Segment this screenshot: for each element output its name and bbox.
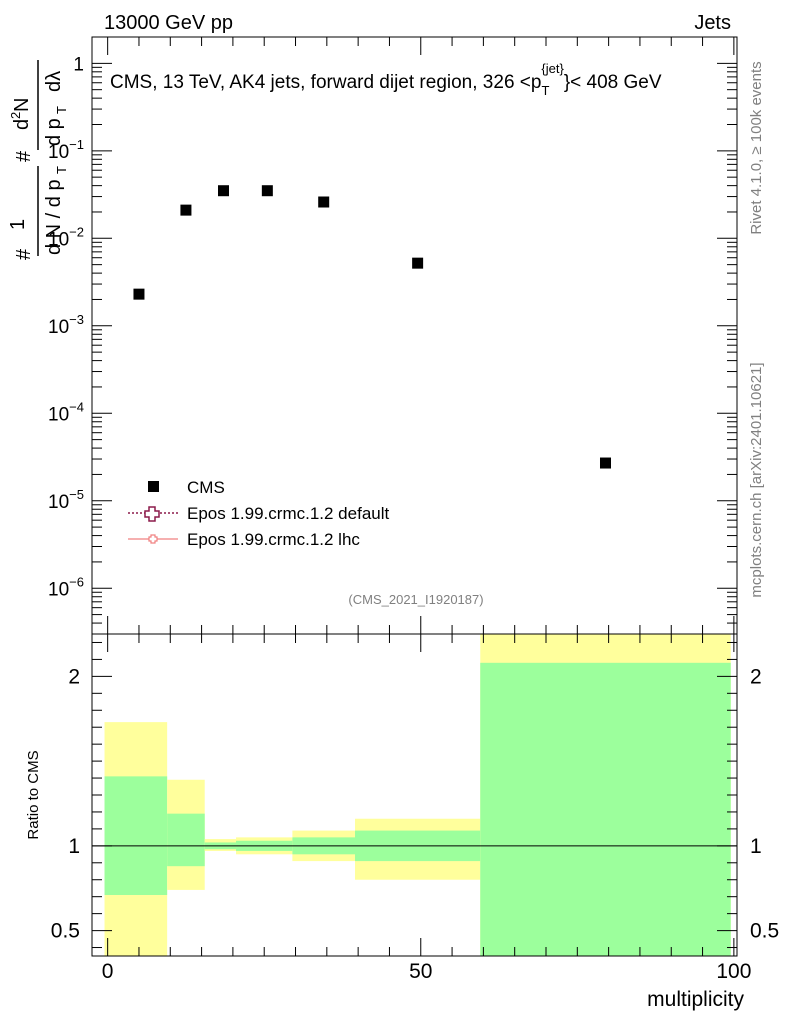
- main-y-tick-label: 10−5: [48, 487, 84, 513]
- legend-marker-epos-lhc: [148, 534, 158, 544]
- main-x-ticks: [107, 37, 735, 634]
- ratio-panel: 0.5 0.5 1 1 2 2 0 50 100 Ratio to CMS multiplic…: [25, 633, 779, 1011]
- ratio-x-ticks: 0 50 100: [102, 634, 751, 983]
- svg-text:N: N: [11, 98, 33, 112]
- x-tick-label: 50: [409, 960, 432, 983]
- svg-text:#: #: [13, 150, 35, 162]
- rivet-version-label: Rivet 4.1.0, ≥ 100k events: [748, 61, 765, 234]
- category-label: Jets: [694, 12, 731, 34]
- ratio-y-tick-label-right: 1: [750, 835, 762, 858]
- svg-text:dλ: dλ: [43, 71, 65, 92]
- cms-point: [318, 196, 330, 208]
- svg-text:1: 1: [7, 219, 29, 230]
- ratio-y-ticks: 0.5 0.5 1 1 2 2: [51, 641, 779, 949]
- legend-marker-epos-default: [144, 506, 160, 522]
- beam-label: 13000 GeV pp: [104, 12, 233, 34]
- legend: CMS Epos 1.99.crmc.1.2 default Epos 1.99…: [128, 478, 390, 549]
- ratio-y-tick-label-right: 0.5: [750, 920, 779, 943]
- ratio-y-tick-label: 0.5: [51, 920, 80, 943]
- cms-data-points: [133, 185, 611, 469]
- ratio-y-tick-label-right: 2: [750, 665, 762, 688]
- mcplots-label: mcplots.cern.ch [arXiv:2401.10621]: [748, 362, 765, 597]
- svg-text:2: 2: [8, 112, 23, 119]
- ratio-stat-band: [167, 813, 205, 867]
- x-tick-label: 100: [716, 960, 751, 983]
- svg-text:T: T: [54, 166, 69, 174]
- legend-marker-cms: [148, 481, 159, 492]
- cms-point: [412, 257, 424, 269]
- cms-point: [261, 185, 273, 197]
- cms-point: [133, 288, 145, 300]
- main-y-axis-label: # 1 d N / d p T # d 2 N d p T dλ: [7, 60, 69, 260]
- cms-point: [599, 457, 611, 469]
- main-title: CMS, 13 TeV, AK4 jets, forward dijet reg…: [110, 61, 662, 98]
- main-y-tick-label: 10−1: [48, 137, 84, 163]
- cms-point: [180, 204, 192, 216]
- ratio-y-tick-label: 1: [68, 835, 80, 858]
- ratio-bands: [104, 634, 731, 956]
- main-panel: 10−6 10−5 10−4 10−3 10−2 10−1 1 CMS, 13 TeV, A…: [48, 36, 738, 635]
- ratio-y-label: Ratio to CMS: [25, 750, 42, 839]
- svg-text:d p: d p: [43, 118, 65, 146]
- main-y-tick-label: 10−2: [48, 224, 84, 250]
- legend-label-epos-default: Epos 1.99.crmc.1.2 default: [187, 504, 390, 523]
- legend-label-cms: CMS: [187, 478, 225, 497]
- svg-text:d N / d p: d N / d p: [43, 179, 65, 255]
- ratio-stat-band: [480, 662, 731, 956]
- ratio-stat-band: [104, 776, 168, 895]
- main-y-tick-label: 1: [73, 54, 84, 75]
- x-tick-label: 0: [102, 960, 114, 983]
- x-axis-label: multiplicity: [647, 988, 744, 1011]
- main-y-tick-label: 10−6: [48, 574, 84, 600]
- legend-label-epos-lhc: Epos 1.99.crmc.1.2 lhc: [187, 530, 360, 549]
- cms-point: [218, 185, 230, 197]
- main-y-tick-label: 10−3: [48, 312, 84, 338]
- svg-text:T: T: [54, 106, 69, 114]
- analysis-id: (CMS_2021_I1920187): [348, 592, 483, 607]
- main-y-ticks: 10−6 10−5 10−4 10−3 10−2 10−1 1: [48, 36, 737, 635]
- svg-text:#: #: [13, 248, 35, 260]
- main-y-tick-label: 10−4: [48, 399, 84, 425]
- ratio-y-tick-label: 2: [68, 665, 80, 688]
- svg-text:d: d: [11, 119, 33, 130]
